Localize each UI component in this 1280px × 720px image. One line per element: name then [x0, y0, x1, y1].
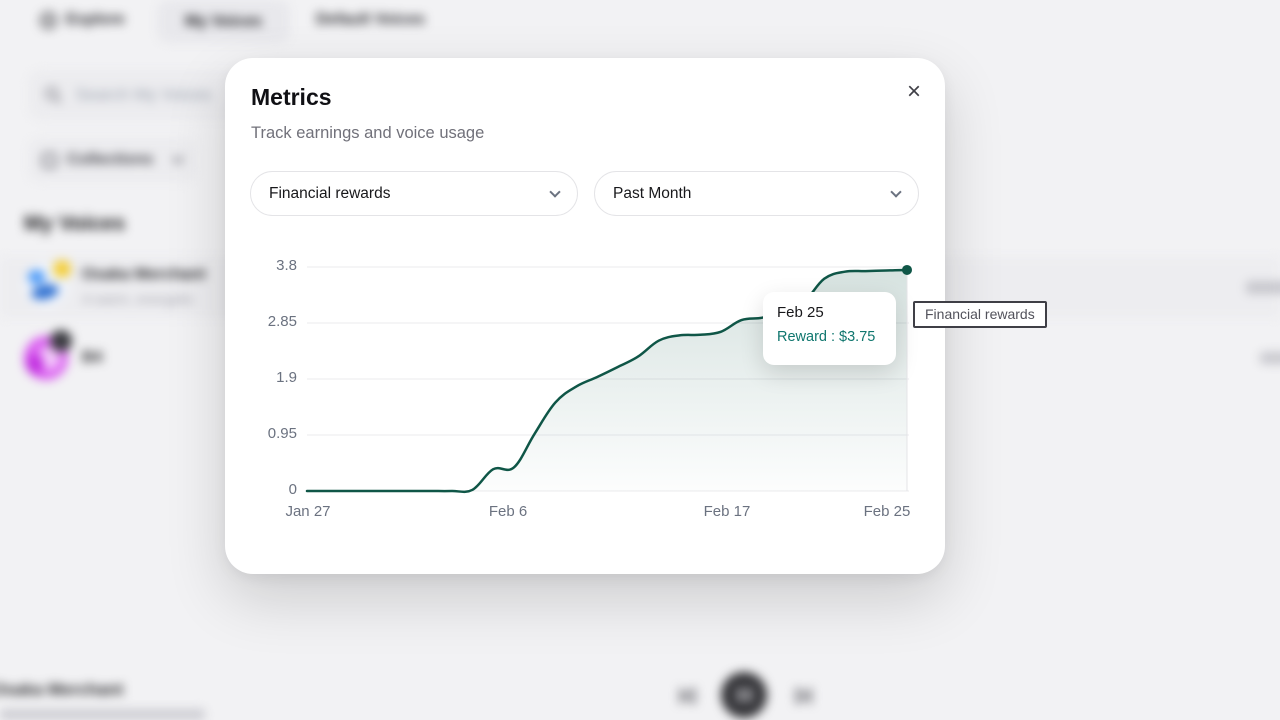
tab-default-voices[interactable]: Default Voices [316, 11, 425, 29]
period-select[interactable]: Past Month [594, 171, 919, 216]
skip-forward-icon[interactable] [793, 685, 815, 707]
skip-back-icon[interactable] [676, 685, 698, 707]
y-tick-label: 0 [288, 481, 297, 498]
tab-explore-label: Explore [66, 11, 125, 28]
chevron-down-icon [549, 185, 561, 198]
tab-explore[interactable]: Explore [40, 11, 125, 29]
modal-subtitle: Track earnings and voice usage [251, 124, 485, 142]
collections-button[interactable]: Collections [28, 138, 196, 182]
explore-icon [40, 11, 57, 29]
player-subtitle-blob [0, 709, 205, 720]
tooltip-date: Feb 25 [777, 304, 824, 321]
search-icon [45, 87, 62, 104]
voice-description: A warm, energetic [82, 291, 195, 307]
section-title-my-voices: My Voices [24, 212, 126, 235]
close-icon[interactable]: × [906, 78, 921, 105]
y-tick-label: 1.9 [276, 369, 297, 386]
x-tick-label: Feb 17 [703, 503, 751, 520]
voice-name[interactable]: B4 [82, 349, 103, 366]
player-track-title: Osaka Merchant [0, 680, 124, 699]
tab-my-voices-label: My Voices [184, 12, 263, 30]
avatar-badge [53, 260, 71, 278]
pause-button[interactable] [721, 672, 767, 718]
y-tick-label: 0.95 [267, 425, 297, 442]
chevron-down-icon [172, 152, 184, 164]
earnings-area-chart [305, 264, 912, 494]
tab-my-voices[interactable]: My Voices [157, 0, 290, 43]
period-select-value: Past Month [613, 184, 692, 202]
modal-title: Metrics [251, 84, 332, 110]
x-tick-label: Jan 27 [285, 503, 331, 520]
metric-select-value: Financial rewards [269, 184, 391, 202]
metric-select[interactable]: Financial rewards [250, 171, 578, 216]
x-tick-label: Feb 6 [488, 503, 528, 520]
row-meta-blob [1260, 352, 1280, 364]
tooltip-reward-value: Reward : $3.75 [777, 329, 876, 345]
x-tick-label: Feb 25 [863, 503, 911, 520]
voice-avatar-osaka [24, 260, 71, 307]
collections-label: Collections [67, 151, 154, 168]
voice-name[interactable]: Osaka Merchant [82, 266, 206, 283]
pause-icon [737, 688, 742, 702]
y-tick-label: 3.8 [276, 257, 297, 274]
collections-icon [42, 152, 57, 168]
tab-default-voices-label: Default Voices [316, 11, 426, 28]
chevron-down-icon [890, 185, 902, 198]
chart-tooltip: Feb 25 Reward : $3.75 [763, 292, 896, 365]
y-tick-label: 2.85 [267, 313, 297, 330]
metrics-modal: Metrics Track earnings and voice usage ×… [225, 58, 1047, 574]
voice-avatar-b4 [24, 330, 72, 380]
series-label-tag: Financial rewards [913, 301, 1047, 328]
row-meta-blob [1246, 281, 1280, 294]
avatar-badge [50, 330, 72, 352]
